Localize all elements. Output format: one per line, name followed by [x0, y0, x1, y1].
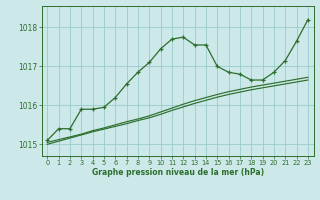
X-axis label: Graphe pression niveau de la mer (hPa): Graphe pression niveau de la mer (hPa)	[92, 168, 264, 177]
